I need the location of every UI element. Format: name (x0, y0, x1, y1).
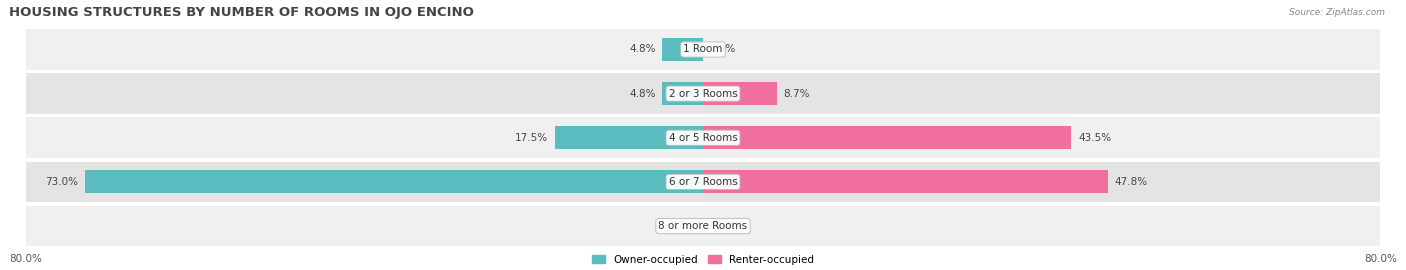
Bar (662, 82, 703, 105)
Bar (25, 117, 1381, 158)
Bar (25, 206, 1381, 246)
Text: 4 or 5 Rooms: 4 or 5 Rooms (669, 133, 737, 143)
Text: 2 or 3 Rooms: 2 or 3 Rooms (669, 89, 737, 99)
Bar (25, 73, 1381, 114)
Text: 0.0%: 0.0% (671, 221, 696, 231)
Text: 0.0%: 0.0% (710, 45, 735, 55)
Text: 43.5%: 43.5% (1078, 133, 1111, 143)
Text: 73.0%: 73.0% (45, 177, 79, 187)
Bar (25, 29, 1381, 70)
Bar (25, 162, 1381, 202)
Legend: Owner-occupied, Renter-occupied: Owner-occupied, Renter-occupied (592, 255, 814, 265)
Bar (555, 126, 703, 149)
Text: Source: ZipAtlas.com: Source: ZipAtlas.com (1289, 8, 1385, 17)
Bar (703, 126, 1071, 149)
Bar (703, 170, 1108, 193)
Text: 6 or 7 Rooms: 6 or 7 Rooms (669, 177, 737, 187)
Text: 8.7%: 8.7% (783, 89, 810, 99)
Text: 17.5%: 17.5% (515, 133, 548, 143)
Bar (703, 82, 776, 105)
Text: 4.8%: 4.8% (628, 45, 655, 55)
Text: 1 Room: 1 Room (683, 45, 723, 55)
Text: 0.0%: 0.0% (710, 221, 735, 231)
Text: HOUSING STRUCTURES BY NUMBER OF ROOMS IN OJO ENCINO: HOUSING STRUCTURES BY NUMBER OF ROOMS IN… (8, 6, 474, 19)
Bar (84, 170, 703, 193)
Text: 4.8%: 4.8% (628, 89, 655, 99)
Bar (662, 38, 703, 61)
Text: 47.8%: 47.8% (1115, 177, 1147, 187)
Text: 8 or more Rooms: 8 or more Rooms (658, 221, 748, 231)
